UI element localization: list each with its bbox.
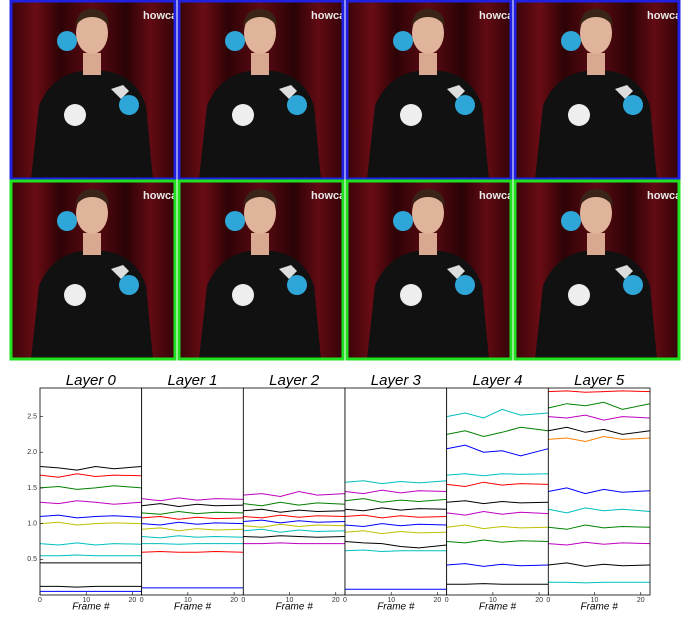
chart-title: Layer 5 [574, 372, 625, 389]
watermark: howca [143, 190, 178, 202]
layer-chart: Layer 201020Frame # [241, 372, 345, 613]
x-axis-label: Frame # [276, 602, 314, 613]
frame-image: howca [179, 181, 346, 359]
x-tick-label: 0 [140, 597, 144, 604]
chart-title: Layer 2 [269, 372, 320, 389]
y-tick-label: 2.5 [27, 413, 37, 420]
watermark: howca [647, 10, 682, 22]
frame-image: howca [11, 181, 178, 359]
x-tick-label: 0 [445, 597, 449, 604]
chart-title: Layer 1 [167, 372, 217, 389]
x-tick-label: 0 [38, 597, 42, 604]
watermark: howca [479, 190, 514, 202]
video-frame: howca [515, 1, 682, 179]
video-frame: howca [179, 181, 346, 359]
frame-scene [347, 181, 511, 359]
frame-image: howca [515, 1, 682, 179]
video-frames: howca howca howca howca howca howca howca howca [11, 1, 682, 359]
x-tick-label: 20 [230, 597, 238, 604]
chart-title: Layer 3 [371, 372, 422, 389]
y-tick-label: 2.0 [27, 449, 37, 456]
chart-title: Layer 4 [472, 372, 522, 389]
y-tick-label: 1.0 [27, 520, 37, 527]
x-tick-label: 0 [343, 597, 347, 604]
x-axis-label: Frame # [479, 602, 517, 613]
figure: howcahowcahowcahowcahowcahowcahowcahowca… [0, 0, 689, 617]
frame-scene [179, 181, 343, 359]
watermark: howca [311, 190, 346, 202]
y-tick-label: 1.5 [27, 485, 37, 492]
layer-chart: Layer 501020Frame # [546, 372, 650, 613]
frame-image: howca [179, 1, 346, 179]
x-tick-label: 20 [332, 597, 340, 604]
frame-image: howca [347, 1, 514, 179]
video-frame: howca [11, 181, 178, 359]
video-frame: howca [515, 181, 682, 359]
plot-area [40, 388, 142, 595]
video-frame: howca [179, 1, 346, 179]
frame-scene [11, 1, 175, 179]
x-axis-label: Frame # [174, 602, 212, 613]
frame-scene [347, 1, 511, 179]
x-tick-label: 20 [129, 597, 137, 604]
x-axis-label: Frame # [581, 602, 619, 613]
frame-scene [179, 1, 343, 179]
plot-area [142, 388, 244, 595]
x-axis-label: Frame # [72, 602, 110, 613]
frame-image: howca [515, 181, 682, 359]
watermark: howca [143, 10, 178, 22]
x-tick-label: 20 [434, 597, 442, 604]
x-tick-label: 20 [637, 597, 645, 604]
frame-scene [515, 181, 679, 359]
video-frame: howca [347, 181, 514, 359]
video-frame: howca [11, 1, 178, 179]
x-tick-label: 0 [241, 597, 245, 604]
frame-scene [11, 181, 175, 359]
watermark: howca [479, 10, 514, 22]
frame-image: howca [347, 181, 514, 359]
chart-title: Layer 0 [66, 372, 117, 389]
frame-image: howca [11, 1, 178, 179]
watermark: howca [311, 10, 346, 22]
video-frame: howca [347, 1, 514, 179]
y-tick-label: 0.5 [27, 556, 37, 563]
frame-scene [515, 1, 679, 179]
x-tick-label: 0 [546, 597, 550, 604]
x-axis-label: Frame # [377, 602, 415, 613]
watermark: howca [647, 190, 682, 202]
plot-area [243, 388, 345, 595]
x-tick-label: 20 [535, 597, 543, 604]
